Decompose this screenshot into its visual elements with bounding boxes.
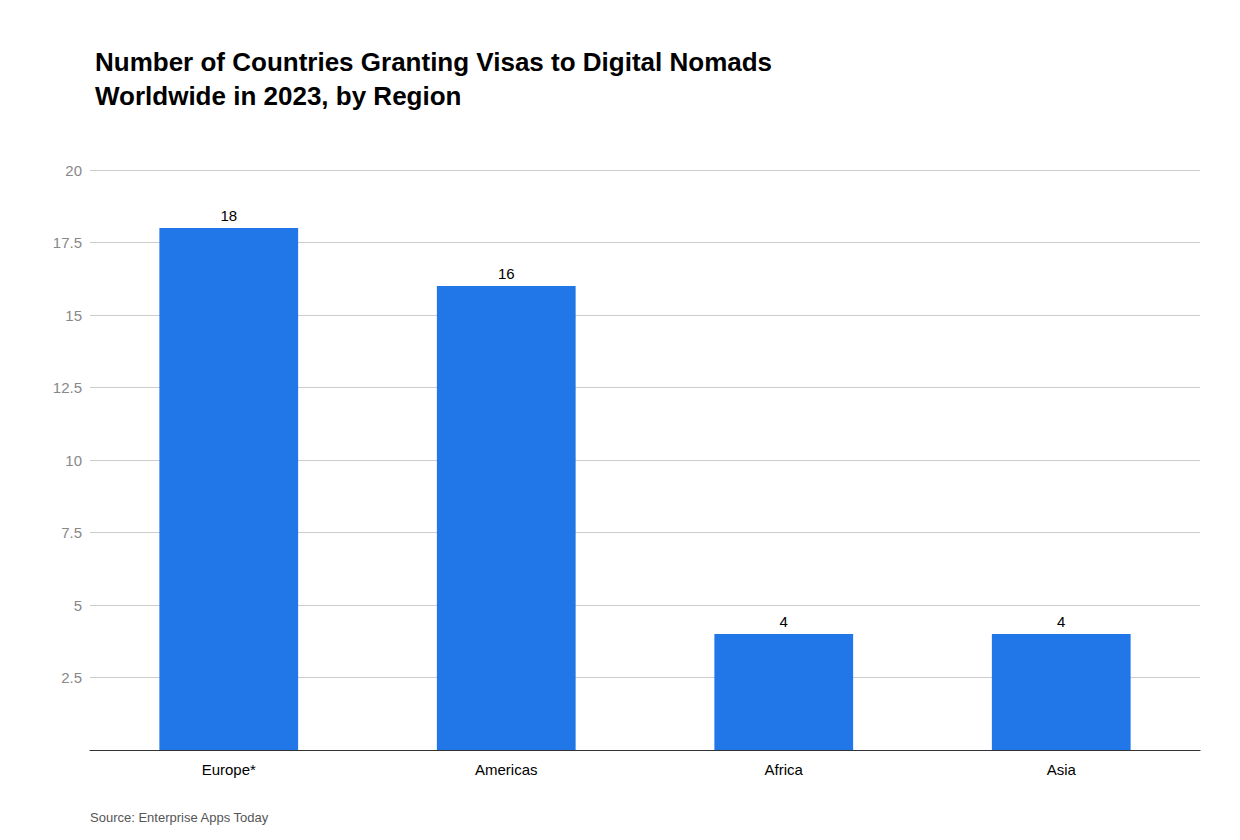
svg-text:2.5: 2.5 bbox=[61, 669, 82, 686]
svg-text:Americas: Americas bbox=[475, 761, 538, 778]
svg-text:Asia: Asia bbox=[1047, 761, 1077, 778]
svg-text:16: 16 bbox=[498, 265, 515, 282]
svg-text:17.5: 17.5 bbox=[53, 234, 82, 251]
svg-text:18: 18 bbox=[220, 207, 237, 224]
svg-text:4: 4 bbox=[1057, 613, 1065, 630]
svg-text:7.5: 7.5 bbox=[61, 524, 82, 541]
svg-text:Europe*: Europe* bbox=[202, 761, 256, 778]
svg-text:5: 5 bbox=[74, 597, 82, 614]
svg-text:10: 10 bbox=[65, 452, 82, 469]
svg-text:12.5: 12.5 bbox=[53, 379, 82, 396]
svg-text:Source: Enterprise Apps Today: Source: Enterprise Apps Today bbox=[90, 810, 269, 825]
svg-text:Number of Countries Granting V: Number of Countries Granting Visas to Di… bbox=[95, 47, 772, 77]
svg-text:Worldwide in 2023, by Region: Worldwide in 2023, by Region bbox=[95, 81, 461, 111]
svg-text:15: 15 bbox=[65, 307, 82, 324]
svg-text:Africa: Africa bbox=[765, 761, 804, 778]
svg-text:20: 20 bbox=[65, 162, 82, 179]
svg-text:4: 4 bbox=[780, 613, 788, 630]
